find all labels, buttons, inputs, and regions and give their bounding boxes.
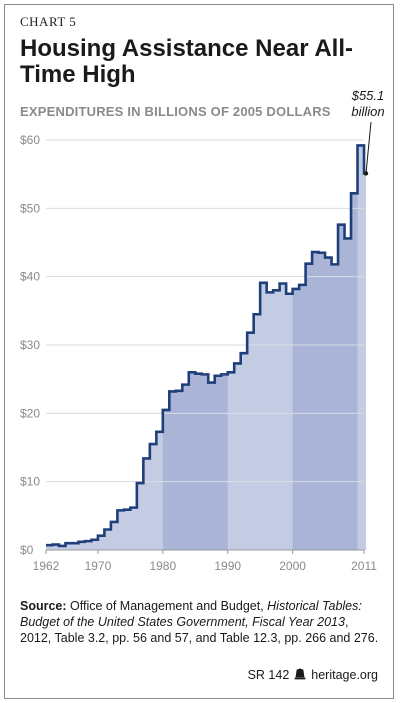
x-tick-label-5: 2011 — [351, 559, 377, 573]
grid-lines — [46, 139, 364, 483]
end-annotation: $55.1 billion — [351, 88, 385, 176]
x-tick-label-2: 1980 — [149, 559, 176, 573]
x-tick-label-4: 2000 — [279, 559, 306, 573]
area-fill — [46, 145, 366, 550]
y-tick-label-0: $0 — [20, 543, 34, 557]
chart-label: CHART 5 — [20, 14, 77, 29]
chart-title: Housing Assistance Near All-Time High — [20, 35, 353, 88]
x-tick-label-3: 1990 — [214, 559, 241, 573]
chart-subtitle: EXPENDITURES IN BILLIONS OF 2005 DOLLARS — [20, 104, 331, 119]
liberty-bell-icon — [294, 668, 306, 680]
y-tick-label-2: $20 — [20, 406, 40, 420]
x-tick-label-1: 1970 — [85, 559, 112, 573]
x-tick-labels: 1962 1970 1980 1990 2000 2011 — [33, 550, 377, 573]
report-id: SR 142 — [247, 668, 290, 682]
annotation-unit: billion — [351, 104, 384, 119]
source-text-2: , 2012, Table 3.2, pp. 56 and 57, and Ta… — [20, 615, 379, 645]
source-note: Source: Office of Management and Budget,… — [20, 598, 380, 646]
y-tick-label-5: $50 — [20, 201, 40, 215]
site-name: heritage.org — [311, 668, 378, 682]
y-tick-label-6: $60 — [20, 133, 40, 147]
annotation-dot — [363, 171, 369, 176]
source-title: Historical Tables: Budget of the United … — [20, 599, 362, 629]
source-text-1: Office of Management and Budget, — [66, 599, 268, 613]
y-tick-label-1: $10 — [20, 475, 40, 489]
y-tick-label-4: $40 — [20, 270, 40, 284]
series-line — [46, 144, 366, 548]
chart-svg: $0 $10 $20 $30 $40 $50 $60 1962 1970 1980 1990 200… — [20, 88, 385, 573]
y-tick-labels: $0 $10 $20 $30 $40 $50 $60 — [20, 133, 40, 557]
x-tick-label-0: 1962 — [33, 559, 60, 573]
annotation-value: $55.1 — [351, 88, 385, 103]
source-label: Source: — [20, 599, 67, 613]
footer: SR 142 heritage.org — [248, 667, 378, 682]
annotation-leader-line — [365, 121, 372, 174]
y-tick-label-3: $30 — [20, 338, 40, 352]
